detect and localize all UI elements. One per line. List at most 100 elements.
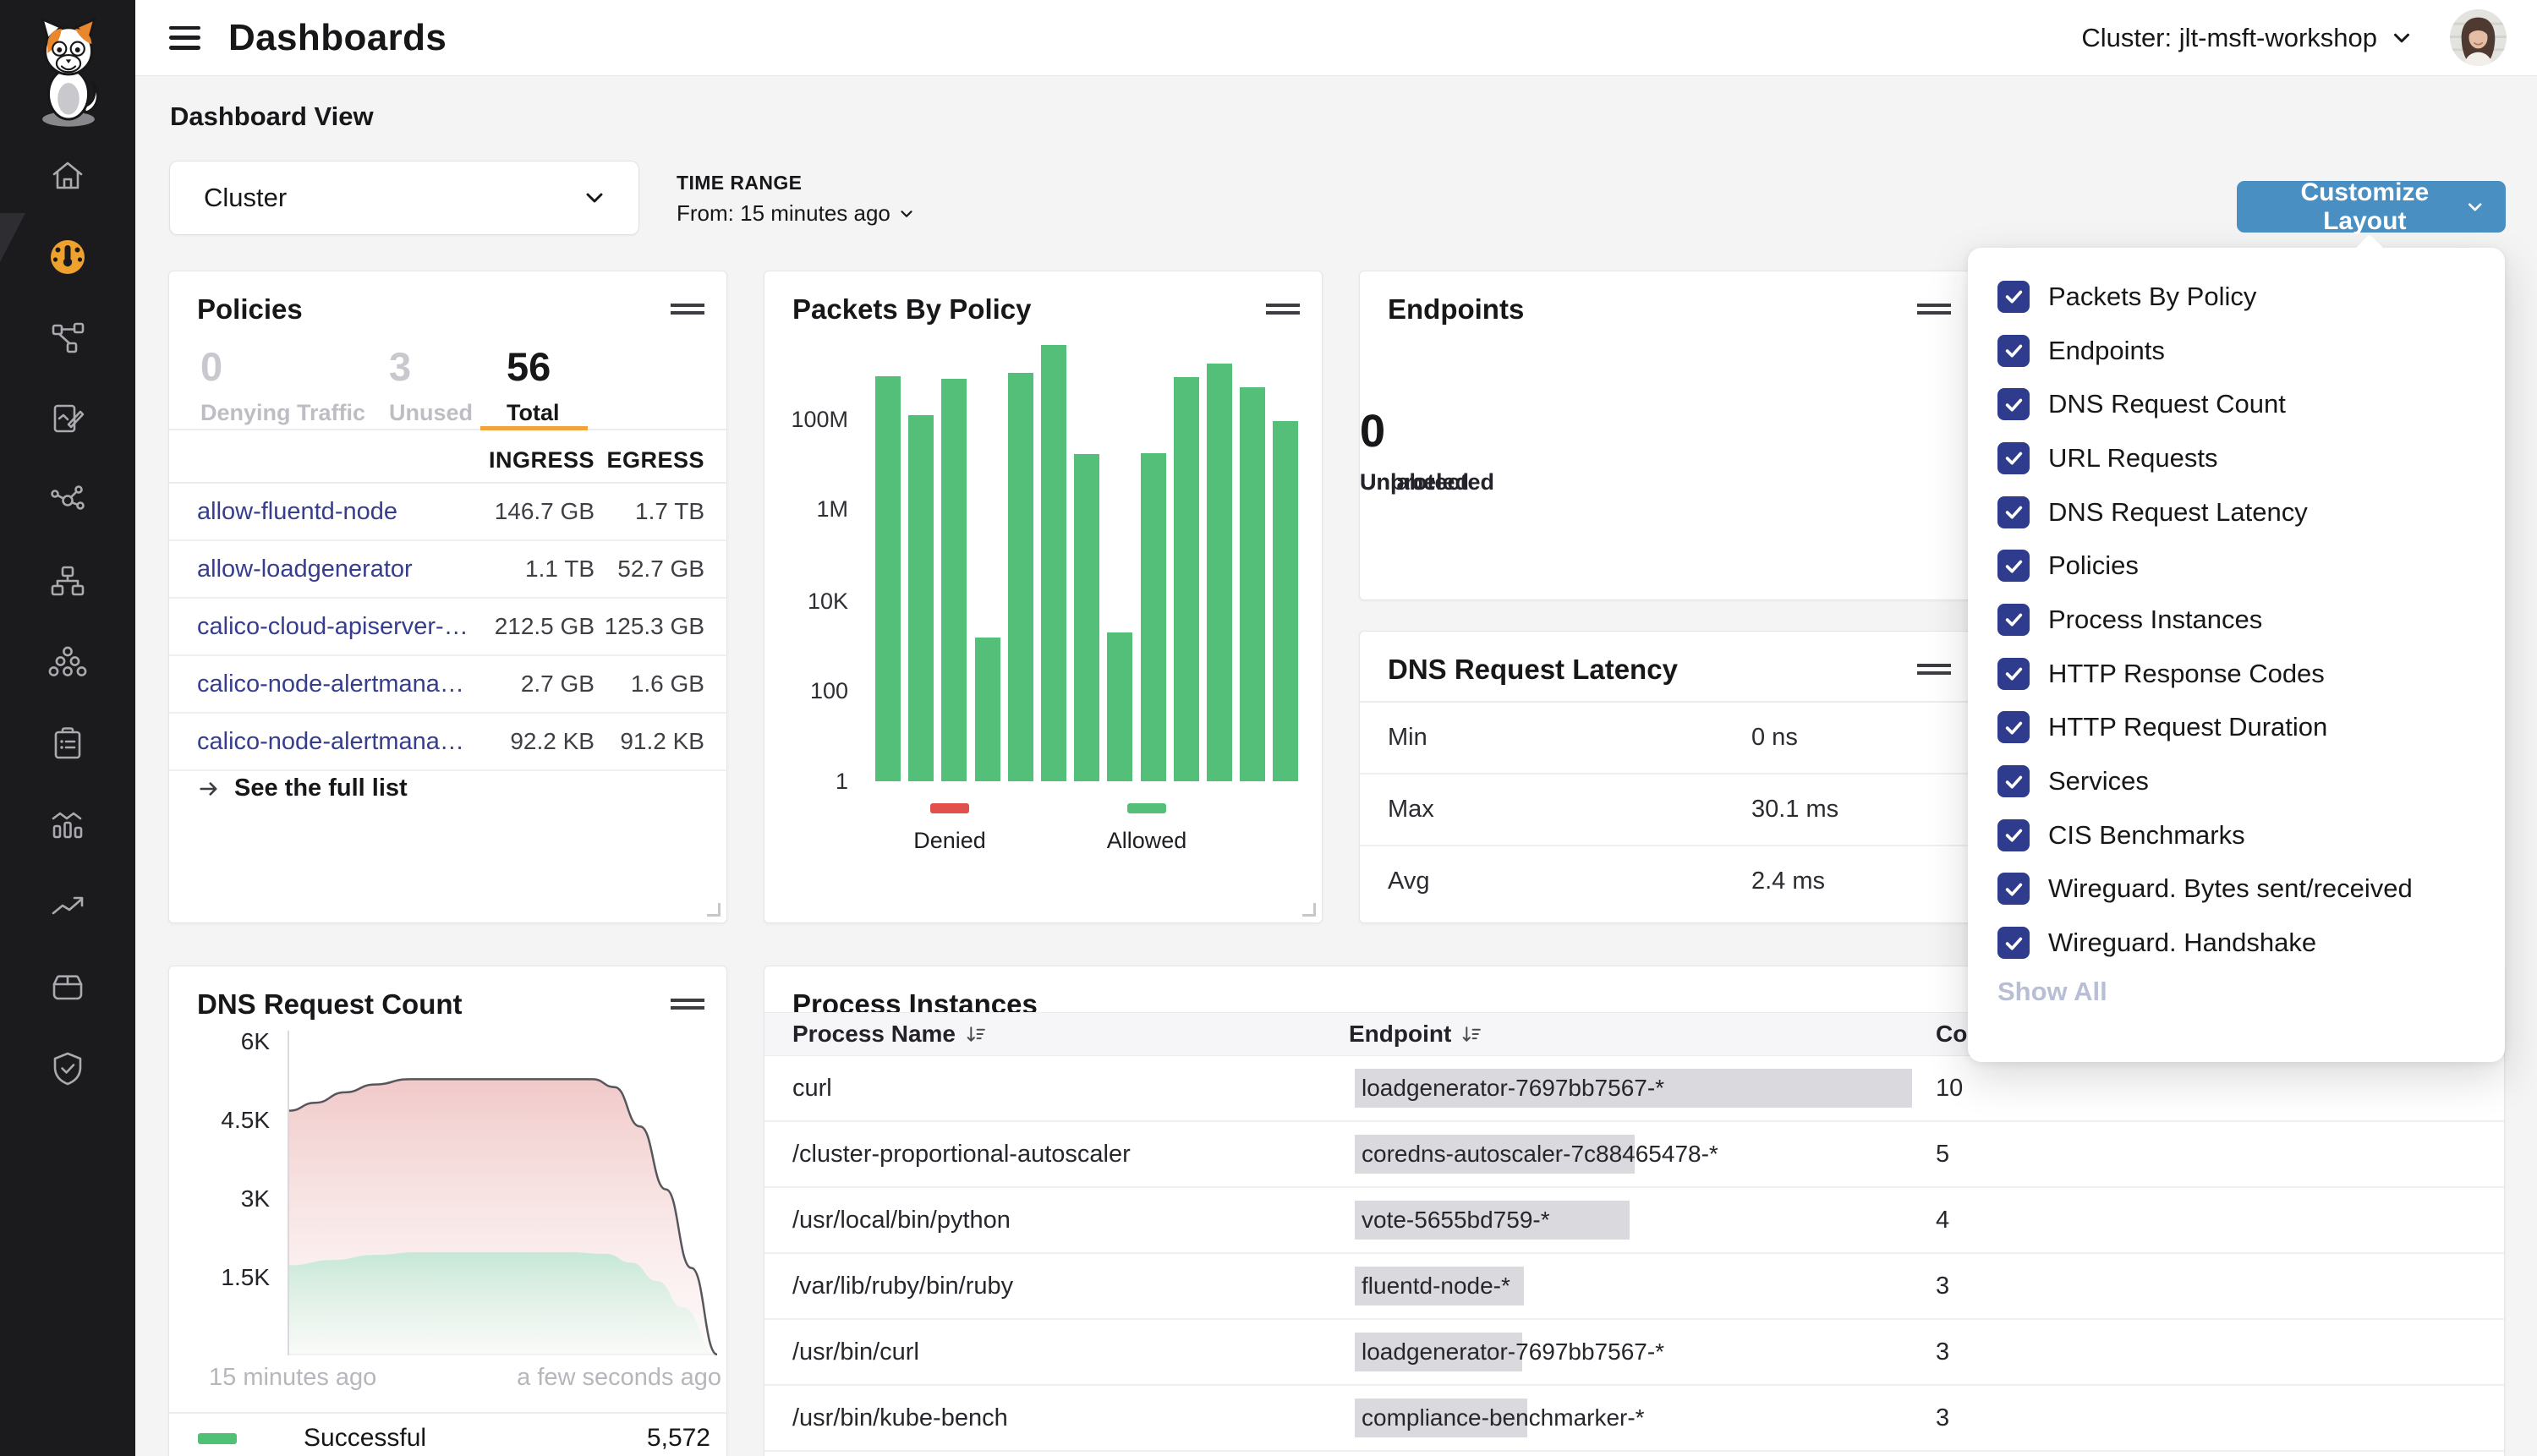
endpoint-cell: coredns-autoscaler-7c88465478-* [1355, 1122, 1718, 1186]
sidebar-item-packages[interactable] [48, 968, 87, 1007]
menu-item-url-requests[interactable]: URL Requests [1968, 431, 2505, 485]
menu-item-wireguard-handshake[interactable]: Wireguard. Handshake [1968, 916, 2505, 970]
checkbox-checked-icon[interactable] [1997, 334, 2030, 367]
resize-handle[interactable] [707, 903, 721, 917]
process-name: /cluster-proportional-autoscaler [792, 1141, 1131, 1168]
sidebar-item-dashboards[interactable] [48, 238, 87, 276]
checkbox-checked-icon[interactable] [1997, 388, 2030, 421]
menu-icon[interactable] [169, 25, 200, 50]
box-icon [48, 968, 87, 1007]
policies-tab-total[interactable]: 56 Total [507, 344, 560, 426]
policies-table: allow-fluentd-node 146.7 GB 1.7 TB allow-lo… [169, 484, 726, 771]
process-row: /usr/bin/curl loadgenerator-7697bb7567-* 3 [764, 1320, 2504, 1386]
sidebar-item-home[interactable] [48, 156, 87, 195]
endpoint-highlight [1355, 1135, 1635, 1174]
sidebar-item-compliance[interactable] [48, 725, 87, 764]
dashboard-view-select[interactable]: Cluster [169, 161, 639, 235]
policy-row: allow-fluentd-node 146.7 GB 1.7 TB [169, 484, 726, 541]
allowed-bar [974, 637, 1000, 781]
menu-item-services[interactable]: Services [1968, 754, 2505, 808]
ingress-value: 1.1 TB [525, 556, 595, 582]
endpoint-cell: fluentd-node-* [1355, 1254, 1524, 1318]
allowed-bar [1207, 364, 1232, 781]
checkbox-checked-icon[interactable] [1997, 657, 2030, 690]
menu-item-cis-benchmarks[interactable]: CIS Benchmarks [1968, 808, 2505, 862]
page-title: Dashboards [228, 16, 447, 58]
active-nav-wedge [0, 213, 25, 262]
y-tick-label: 100 [809, 678, 848, 703]
menu-item-policies[interactable]: Policies [1968, 539, 2505, 593]
show-all-link[interactable]: Show All [1997, 977, 2107, 1006]
sidebar [0, 0, 135, 1456]
view-select-value: Cluster [204, 183, 288, 212]
drag-handle-icon[interactable] [1917, 664, 1951, 675]
cluster-selector-label: Cluster: jlt-msft-workshop [2081, 22, 2377, 52]
x-axis-label-start: 15 minutes ago [209, 1364, 377, 1391]
cluster-selector[interactable]: Cluster: jlt-msft-workshop [2081, 23, 2414, 53]
allowed-bar [1173, 377, 1199, 781]
menu-item-http-request-duration[interactable]: HTTP Request Duration [1968, 701, 2505, 755]
drag-handle-icon[interactable] [1266, 304, 1300, 315]
latency-row: Max 30.1 ms [1360, 775, 1973, 846]
policy-link[interactable]: calico-node-alertmana… [197, 671, 464, 698]
customize-layout-button[interactable]: Customize Layout [2237, 178, 2506, 235]
menu-item-packets-by-policy[interactable]: Packets By Policy [1968, 270, 2505, 324]
calico-cat-logo[interactable] [32, 14, 105, 127]
process-count: 3 [1936, 1273, 1950, 1300]
shield-check-icon [48, 1049, 87, 1088]
checkbox-checked-icon[interactable] [1997, 711, 2030, 744]
checkbox-checked-icon[interactable] [1997, 765, 2030, 798]
policy-link[interactable]: allow-fluentd-node [197, 498, 397, 525]
menu-item-wireguard-bytes-sent-received[interactable]: Wireguard. Bytes sent/received [1968, 862, 2505, 917]
checkbox-checked-icon[interactable] [1997, 441, 2030, 474]
denied-swatch [930, 803, 969, 813]
policy-link[interactable]: calico-cloud-apiserver-… [197, 613, 468, 640]
column-header-endpoint[interactable]: Endpoint [1349, 1013, 1482, 1055]
checkbox-checked-icon[interactable] [1997, 280, 2030, 313]
resize-handle[interactable] [1302, 903, 1316, 917]
process-row: /usr/bin/kube-bench compliance-benchmarke… [764, 1386, 2504, 1452]
see-full-list-link[interactable]: See the full list [197, 775, 408, 802]
divider [169, 429, 726, 430]
checkbox-checked-icon[interactable] [1997, 550, 2030, 583]
network-graph-icon [48, 481, 87, 520]
checkbox-checked-icon[interactable] [1997, 495, 2030, 528]
sidebar-item-security[interactable] [48, 1049, 87, 1088]
drag-handle-icon[interactable] [671, 304, 704, 315]
drag-handle-icon[interactable] [1917, 304, 1951, 315]
card-title: Policies [197, 293, 303, 325]
menu-item-endpoints[interactable]: Endpoints [1968, 324, 2505, 378]
user-avatar[interactable] [2450, 9, 2507, 66]
checkbox-checked-icon[interactable] [1997, 818, 2030, 851]
policy-link[interactable]: calico-node-alertmana… [197, 728, 464, 755]
sidebar-item-trends[interactable] [48, 887, 87, 926]
chevron-down-icon [2468, 202, 2482, 211]
sidebar-item-service-graph[interactable] [48, 319, 87, 358]
policies-tab-denying-traffic[interactable]: 0 Denying Traffic [200, 344, 366, 426]
dropdown-caret [2355, 234, 2384, 263]
latency-row: Avg 2.4 ms [1360, 846, 1973, 918]
endpoint-highlight [1355, 1267, 1524, 1305]
sidebar-item-clusters[interactable] [48, 643, 87, 682]
menu-item-dns-request-latency[interactable]: DNS Request Latency [1968, 485, 2505, 539]
checkbox-checked-icon[interactable] [1997, 873, 2030, 906]
policy-link[interactable]: allow-loadgenerator [197, 556, 413, 583]
sidebar-item-policies[interactable] [48, 400, 87, 439]
menu-item-dns-request-count[interactable]: DNS Request Count [1968, 377, 2505, 431]
checkbox-checked-icon[interactable] [1997, 603, 2030, 636]
allowed-bar [1074, 453, 1100, 781]
menu-item-http-response-codes[interactable]: HTTP Response Codes [1968, 647, 2505, 701]
sidebar-item-network[interactable] [48, 481, 87, 520]
card-title: DNS Request Latency [1388, 654, 1678, 685]
process-count: 3 [1936, 1404, 1950, 1431]
policies-tab-unused[interactable]: 3 Unused [389, 344, 474, 426]
latency-value: 2.4 ms [1751, 868, 1826, 895]
checkbox-checked-icon[interactable] [1997, 927, 2030, 960]
column-header-process-name[interactable]: Process Name [792, 1013, 987, 1055]
legend-item-denied: Denied [903, 803, 996, 854]
sidebar-item-sitemap[interactable] [48, 562, 87, 601]
menu-item-process-instances[interactable]: Process Instances [1968, 593, 2505, 647]
drag-handle-icon[interactable] [671, 999, 704, 1010]
time-range-value[interactable]: From: 15 minutes ago [677, 200, 916, 227]
sidebar-item-logs[interactable] [48, 806, 87, 845]
